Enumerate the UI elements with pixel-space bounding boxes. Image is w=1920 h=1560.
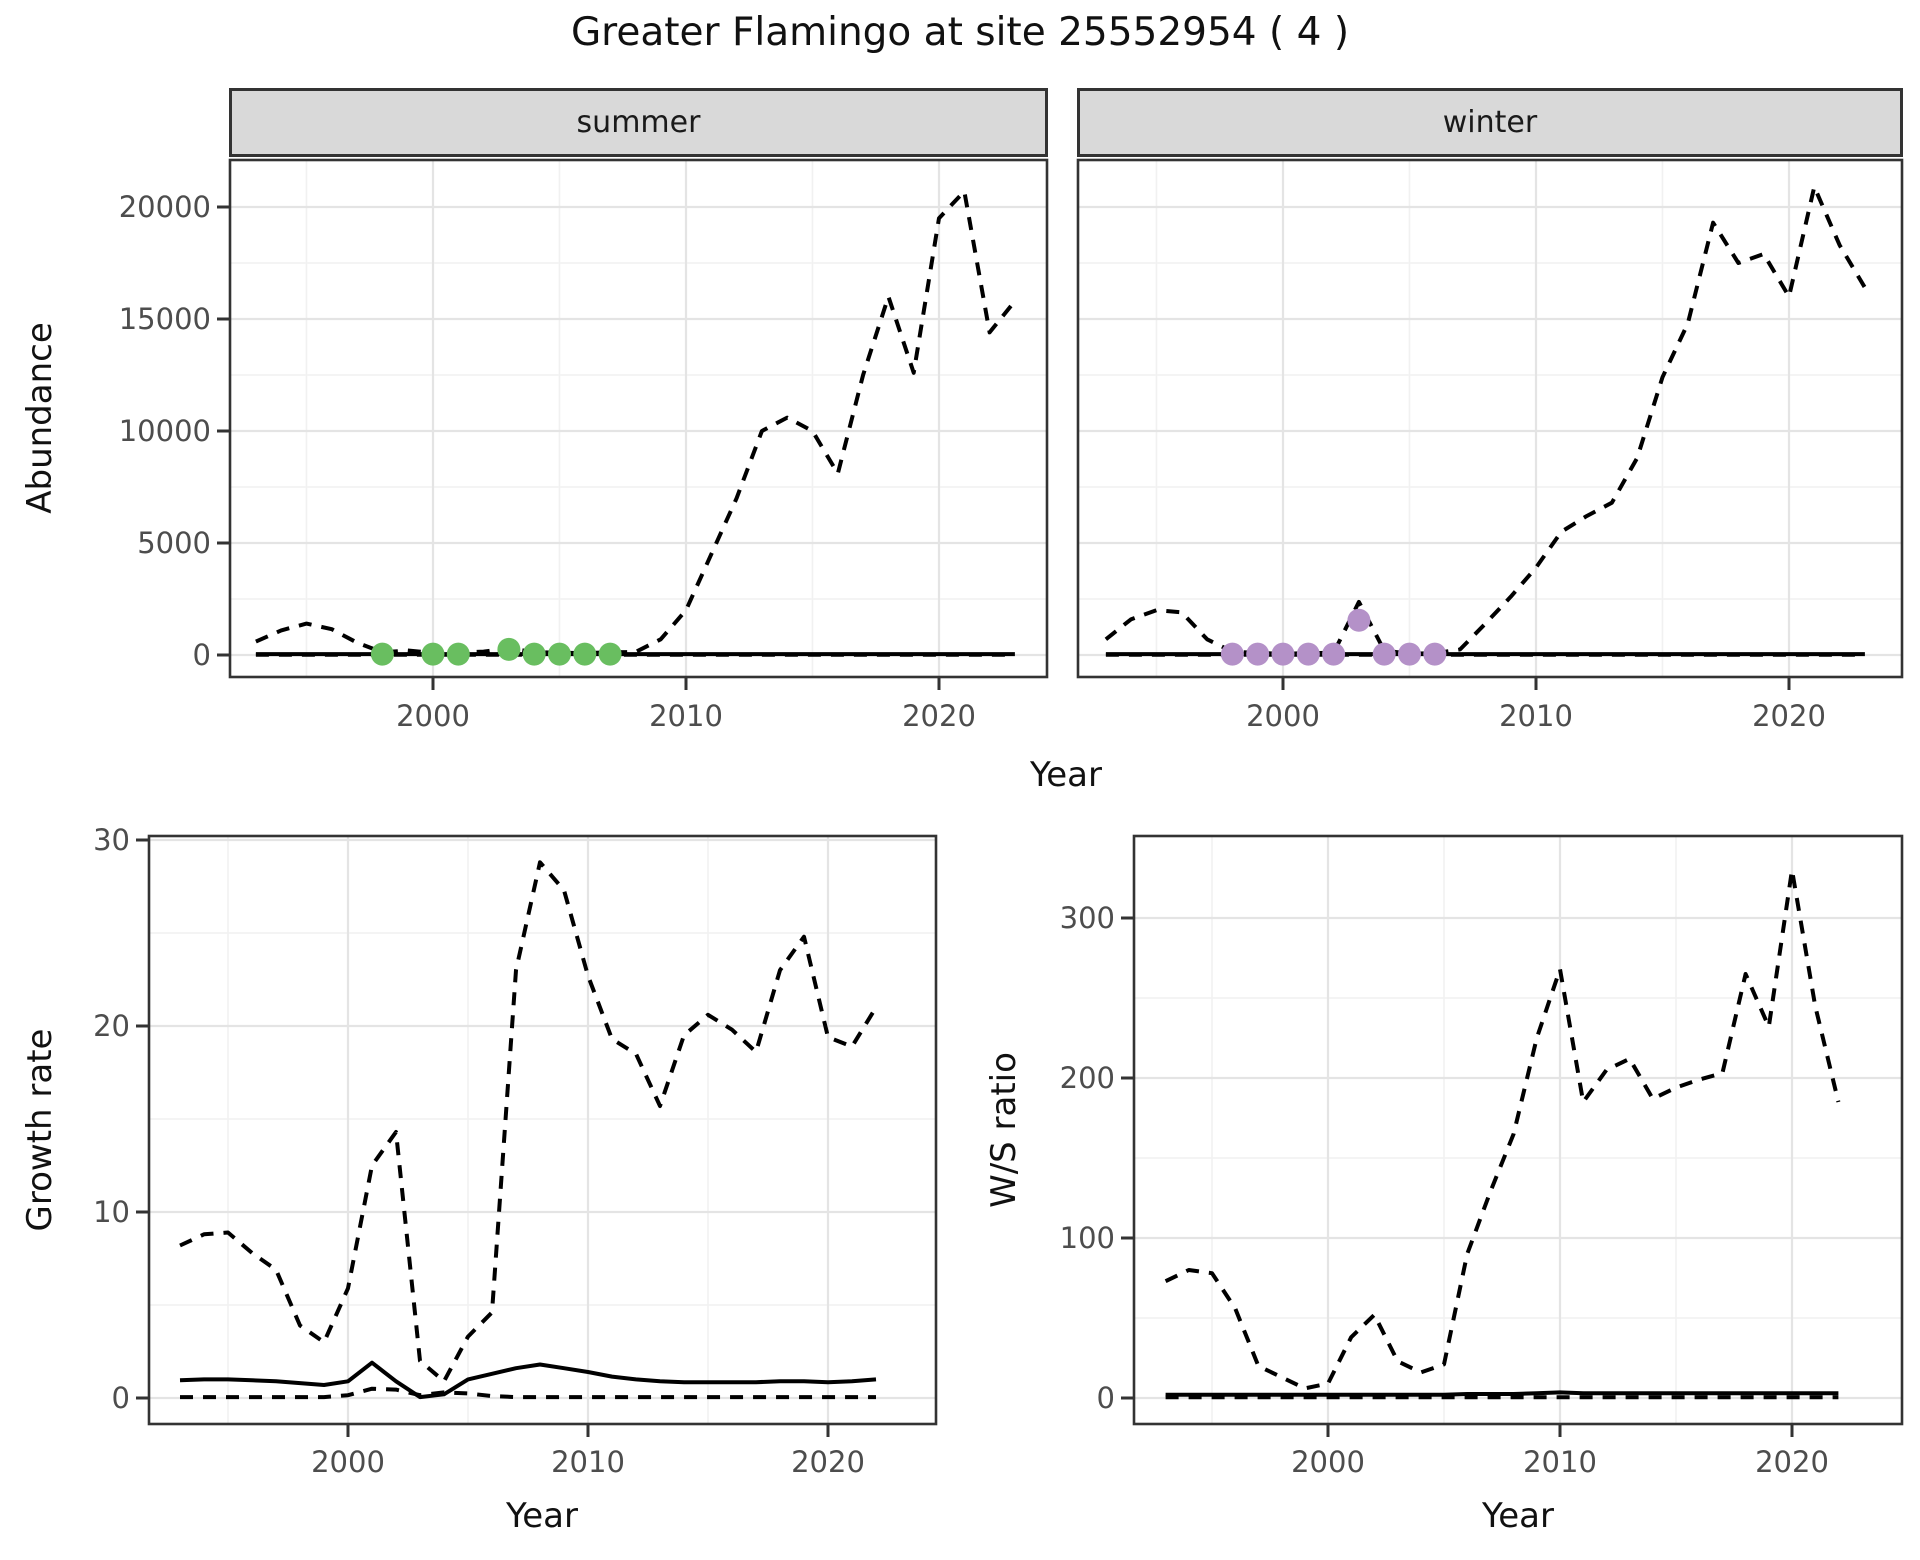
panel-abundance-summer xyxy=(217,158,1049,690)
x-tick-label: 2000 xyxy=(396,699,470,733)
x-tick-label: 2000 xyxy=(311,1445,385,1479)
y-tick-label: 300 xyxy=(1059,901,1115,935)
x-axis-title-year-growth: Year xyxy=(506,1496,578,1536)
facet-strip-winter-label: winter xyxy=(1442,105,1538,140)
winter-observations-dot xyxy=(1220,642,1244,666)
x-tick-label: 2010 xyxy=(551,1445,625,1479)
y-tick-label: 0 xyxy=(192,638,211,672)
y-tick-label: 20000 xyxy=(118,190,211,224)
panel-growth-rate xyxy=(136,834,938,1437)
x-tick-label: 2010 xyxy=(1499,699,1573,733)
y-axis-title-abundance: Abundance xyxy=(20,322,60,514)
y-tick-label: 10 xyxy=(93,1195,130,1229)
x-axis-title-year-top: Year xyxy=(1030,755,1102,795)
y-tick-label: 15000 xyxy=(118,302,211,336)
winter-observations-dot xyxy=(1372,642,1396,666)
facet-strip-summer: summer xyxy=(229,88,1048,157)
chart-title: Greater Flamingo at site 25552954 ( 4 ) xyxy=(570,10,1350,55)
y-tick-label: 200 xyxy=(1059,1061,1115,1095)
y-tick-label: 0 xyxy=(1096,1381,1115,1415)
y-tick-label: 0 xyxy=(111,1381,130,1415)
x-tick-label: 2010 xyxy=(649,699,723,733)
summer-observations-dot xyxy=(598,642,622,666)
y-axis-title-growth-rate: Growth rate xyxy=(20,1028,60,1232)
summer-observations-dot xyxy=(573,642,597,666)
ws-fitted-solid-line xyxy=(1165,1390,1839,1397)
y-tick-label: 30 xyxy=(93,823,130,857)
winter-observations-dot xyxy=(1271,642,1295,666)
summer-observations-dot xyxy=(548,642,571,666)
winter-observations-dot xyxy=(1322,642,1346,666)
y-tick-label: 20 xyxy=(93,1009,130,1043)
winter-observations-dot xyxy=(1347,608,1371,632)
summer-observations-dot xyxy=(370,642,394,666)
x-tick-label: 2010 xyxy=(1523,1445,1597,1479)
x-tick-label: 2020 xyxy=(902,699,976,733)
x-tick-label: 2020 xyxy=(791,1445,865,1479)
summer-observations-dot xyxy=(446,642,470,666)
facet-strip-summer-label: summer xyxy=(576,105,701,140)
panel-ws-ratio xyxy=(1121,834,1904,1437)
winter-observations-dot xyxy=(1296,642,1320,666)
y-tick-label: 10000 xyxy=(118,414,211,448)
y-tick-label: 5000 xyxy=(137,526,211,560)
winter-observations-dot xyxy=(1423,642,1447,666)
x-tick-label: 2020 xyxy=(1752,699,1826,733)
x-tick-label: 2020 xyxy=(1755,1445,1829,1479)
growth-lower-bound-dashed-line xyxy=(180,1386,876,1400)
summer-observations-dot xyxy=(421,642,445,666)
winter-observations-dot xyxy=(1398,642,1421,666)
winter-observations-dot xyxy=(1246,642,1270,666)
y-tick-label: 100 xyxy=(1059,1221,1115,1255)
x-tick-label: 2000 xyxy=(1291,1445,1365,1479)
x-tick-label: 2000 xyxy=(1246,699,1320,733)
facet-strip-winter: winter xyxy=(1077,88,1903,157)
x-axis-title-year-ws: Year xyxy=(1482,1496,1554,1536)
summer-observations-dot xyxy=(522,642,546,666)
panel-abundance-winter xyxy=(1076,158,1904,690)
y-axis-title-ws-ratio: W/S ratio xyxy=(984,1052,1024,1208)
summer-observations-dot xyxy=(497,637,521,661)
growth-upper-bound-dashed-line xyxy=(179,860,878,1384)
growth-fitted-solid-line xyxy=(179,1360,877,1400)
ws-upper-bound-dashed-line xyxy=(1164,868,1841,1391)
